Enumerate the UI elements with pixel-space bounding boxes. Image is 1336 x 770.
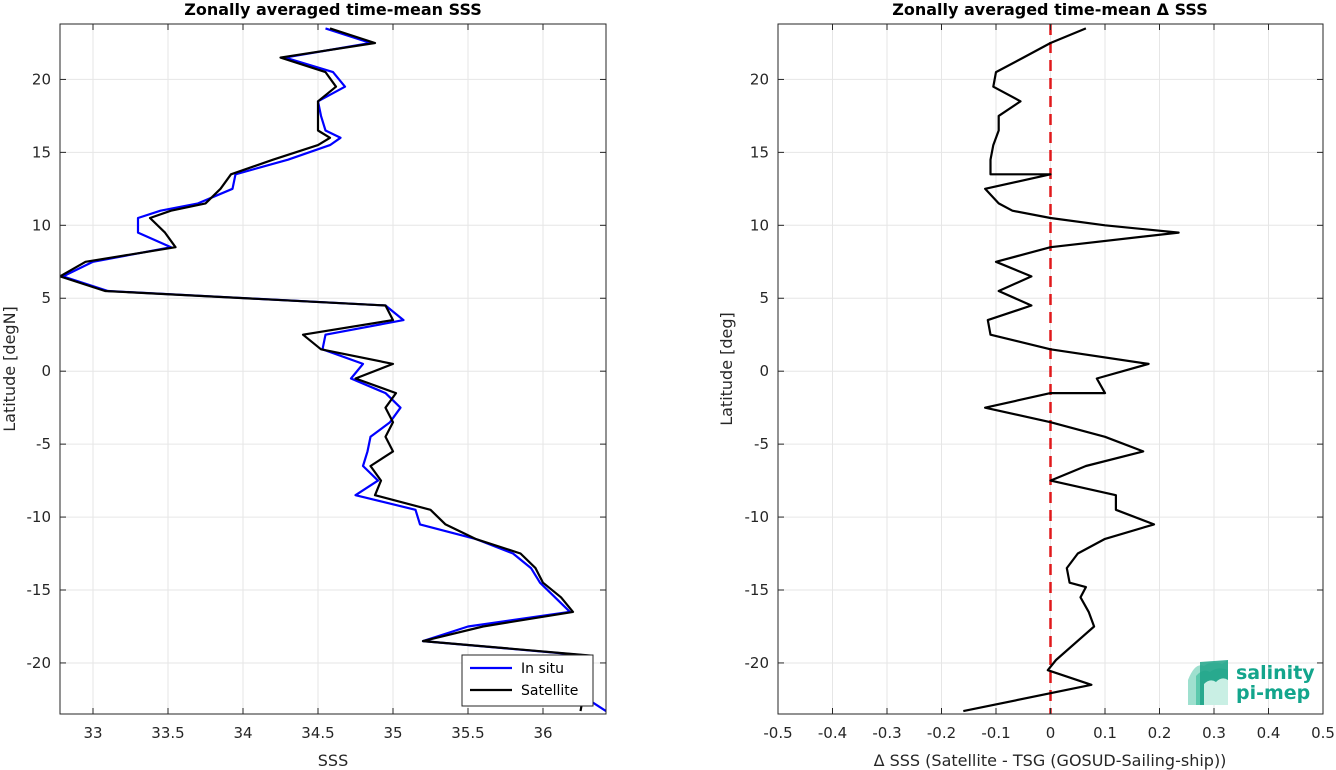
x-tick-label: -0.4 (818, 724, 847, 742)
y-tick-label: 10 (32, 216, 51, 234)
y-tick-label: -20 (745, 654, 770, 672)
x-axis-label: Δ SSS (Satellite - TSG (GOSUD-Sailing-sh… (874, 751, 1227, 770)
y-tick-label: 0 (41, 362, 51, 380)
y-tick-label: 15 (750, 143, 769, 161)
x-tick-label: -0.3 (872, 724, 901, 742)
salinity-pi-mep-logo: salinity pi-mep (1188, 660, 1315, 705)
y-tick-label: -5 (36, 435, 51, 453)
y-tick-label: -5 (754, 435, 769, 453)
y-tick-label: 20 (750, 70, 769, 88)
sss-profile-chart: 33 33.5 34 34.5 35 35.5 36-20-15-10-505101520 … (0, 0, 607, 770)
y-axis-label: Latitude [deg] (717, 312, 736, 426)
x-tick-label: 33 (83, 724, 102, 742)
x-tick-label: 0.3 (1202, 724, 1226, 742)
y-tick-label: 5 (41, 289, 51, 307)
y-axis-label: Latitude [degN] (0, 306, 19, 432)
series-line-series-0 (963, 27, 1180, 713)
y-tick-label: -15 (27, 581, 52, 599)
delta-sss-profile-chart: -0.5 -0.4 -0.3 -0.2 -0.1 0 0.1 0.2 0.3 0.4 0.5 -20 -… (717, 0, 1335, 770)
x-tick-label: -0.1 (981, 724, 1010, 742)
chart-title: Zonally averaged time-mean SSS (184, 0, 482, 19)
x-tick-label: -0.2 (927, 724, 956, 742)
y-tick-label: 20 (32, 70, 51, 88)
series-line-satellite (60, 27, 593, 712)
x-tick-label: 0.2 (1148, 724, 1172, 742)
y-tick-label: -15 (745, 581, 770, 599)
series-line-in-situ (61, 27, 606, 713)
plot-area (60, 24, 606, 714)
x-tick-label: 0 (1046, 724, 1056, 742)
y-tick-label: 15 (32, 143, 51, 161)
series-group (60, 27, 606, 713)
y-tick-label: 0 (759, 362, 769, 380)
x-tick-label: 36 (533, 724, 552, 742)
x-tick-label: 35 (383, 724, 402, 742)
y-tick-label: -20 (27, 654, 52, 672)
ticks: 33 33.5 34 34.5 35 35.5 36 -20 -15 -10 -5 0 5 10 15 20 (27, 24, 606, 742)
x-tick-label: 34 (233, 724, 252, 742)
ticks: -0.5 -0.4 -0.3 -0.2 -0.1 0 0.1 0.2 0.3 0.4 0.5 -20 -… (745, 24, 1335, 742)
grid (60, 24, 606, 714)
y-tick-label: -10 (745, 508, 770, 526)
x-tick-label: 33.5 (151, 724, 184, 742)
legend-label-satellite: Satellite (521, 683, 578, 699)
series-group (963, 24, 1180, 714)
logo-line1: salinity (1236, 662, 1315, 684)
x-tick-label: -0.5 (763, 724, 792, 742)
x-tick-label: 0.5 (1311, 724, 1335, 742)
y-tick-label: 10 (750, 216, 769, 234)
legend-label-in-situ: In situ (521, 661, 564, 677)
x-tick-label: 34.5 (301, 724, 334, 742)
axes-box (59, 23, 607, 715)
logo-line2: pi-mep (1236, 682, 1310, 704)
y-tick-label: 5 (759, 289, 769, 307)
wave-logo-icon (1188, 660, 1228, 705)
legend: In situ Satellite (461, 654, 594, 707)
chart-title: Zonally averaged time-mean Δ SSS (892, 0, 1208, 19)
x-tick-label: 0.4 (1257, 724, 1281, 742)
x-axis-label: SSS (318, 751, 348, 770)
x-tick-label: 35.5 (451, 724, 484, 742)
x-tick-label: 0.1 (1093, 724, 1117, 742)
legend-box (461, 654, 594, 707)
y-tick-label: -10 (27, 508, 52, 526)
